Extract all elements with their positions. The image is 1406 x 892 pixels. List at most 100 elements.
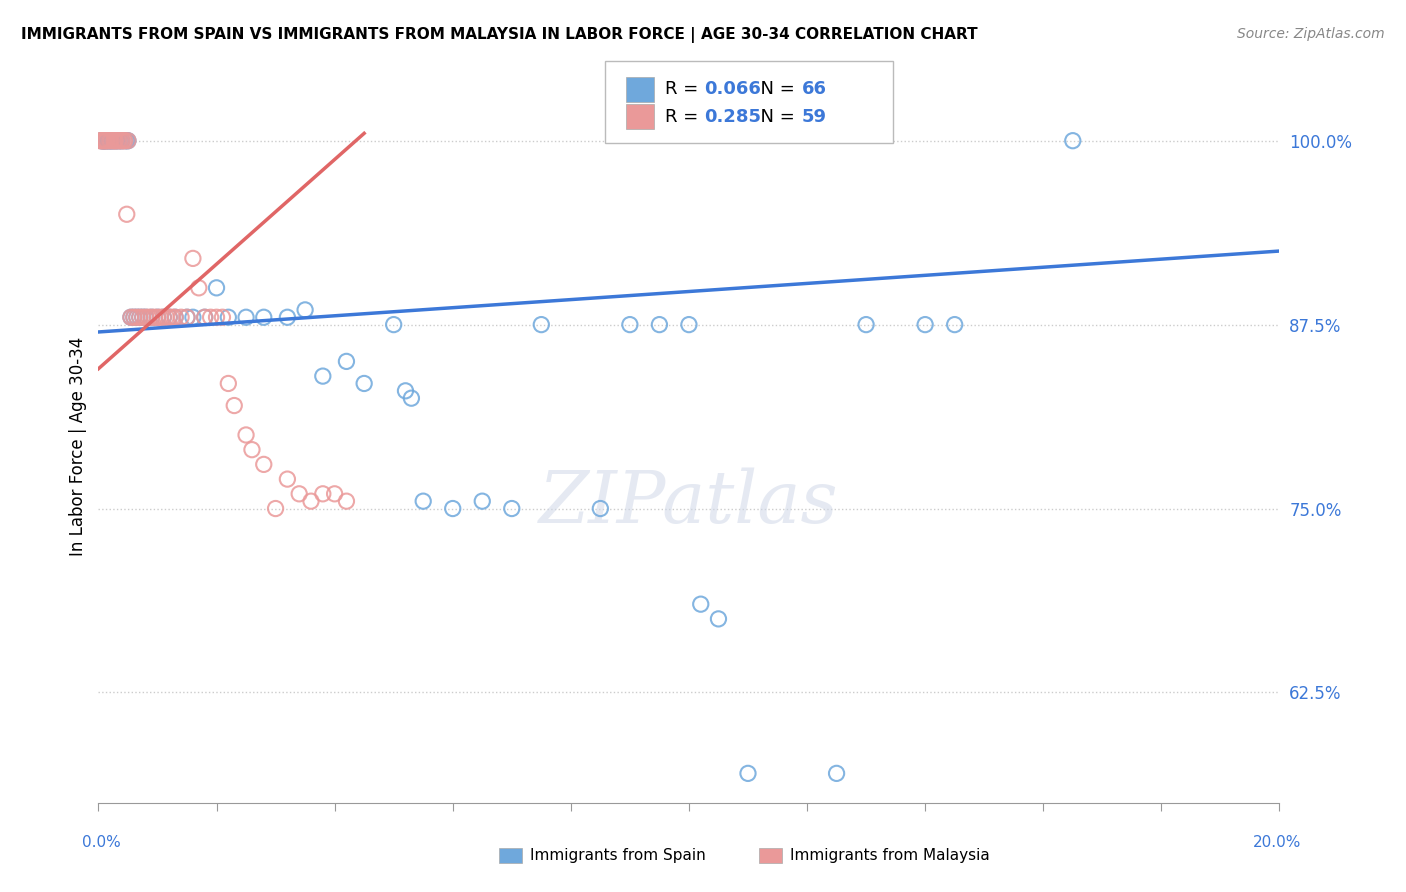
Text: ZIPatlas: ZIPatlas [538,467,839,539]
Point [101,134,124,148]
Point [165,310,187,325]
Point [94,134,117,148]
Point [205,281,228,295]
Text: 66: 66 [801,80,827,98]
Point [108,134,131,148]
Point [132,310,155,325]
Point [471,494,494,508]
Point [619,318,641,332]
Point [110,134,132,148]
Point [91,134,114,148]
Point [125,310,148,325]
Point [235,428,257,442]
Point [176,310,198,325]
Point [217,376,239,391]
Point [122,310,145,325]
Point [707,612,730,626]
Text: N =: N = [749,108,801,126]
Point [94,134,117,148]
Point [441,501,464,516]
Point [146,310,169,325]
Point [108,134,131,148]
Point [165,310,187,325]
Point [110,134,132,148]
Point [143,310,166,325]
Point [105,134,128,148]
Point [135,310,157,325]
Point [120,310,142,325]
Point [187,281,209,295]
Point [194,310,217,325]
Point [678,318,700,332]
Point [141,310,163,325]
Point [94,134,117,148]
Text: N =: N = [749,80,801,98]
Point [943,318,966,332]
Point [105,134,128,148]
Point [114,134,136,148]
Point [205,310,228,325]
Point [120,310,142,325]
Point [152,310,174,325]
Point [89,134,111,148]
Text: 20.0%: 20.0% [1253,836,1301,850]
Point [100,134,122,148]
Point [294,302,316,317]
Point [135,310,157,325]
Point [98,134,121,148]
Point [1062,134,1084,148]
Point [91,134,114,148]
Point [115,134,138,148]
Point [111,134,134,148]
Point [914,318,936,332]
Point [93,134,115,148]
Point [117,134,139,148]
Point [98,134,121,148]
Point [103,134,125,148]
Point [401,391,423,405]
Point [235,310,257,325]
Point [138,310,160,325]
Point [155,310,177,325]
Point [96,134,118,148]
Point [114,134,136,148]
Point [276,472,298,486]
Point [530,318,553,332]
Y-axis label: In Labor Force | Age 30-34: In Labor Force | Age 30-34 [69,336,87,556]
Point [128,310,150,325]
Point [93,134,115,148]
Point [97,134,120,148]
Point [107,134,129,148]
Text: 0.0%: 0.0% [82,836,121,850]
Text: 0.066: 0.066 [704,80,761,98]
Point [253,310,276,325]
Point [335,354,357,368]
Point [104,134,127,148]
Point [737,766,759,780]
Point [412,494,434,508]
Point [312,369,335,384]
Point [100,134,122,148]
Point [276,310,298,325]
Point [152,310,174,325]
Point [115,207,138,221]
Point [176,310,198,325]
Point [312,487,335,501]
Point [141,310,163,325]
Point [394,384,416,398]
Point [103,134,125,148]
Point [149,310,172,325]
Point [128,310,150,325]
Text: 59: 59 [801,108,827,126]
Point [111,134,134,148]
Point [855,318,877,332]
Text: Source: ZipAtlas.com: Source: ZipAtlas.com [1237,27,1385,41]
Point [648,318,671,332]
Point [90,134,112,148]
Point [157,310,180,325]
Point [323,487,346,501]
Point [335,494,357,508]
Point [94,134,117,148]
Point [91,134,114,148]
Point [117,134,139,148]
